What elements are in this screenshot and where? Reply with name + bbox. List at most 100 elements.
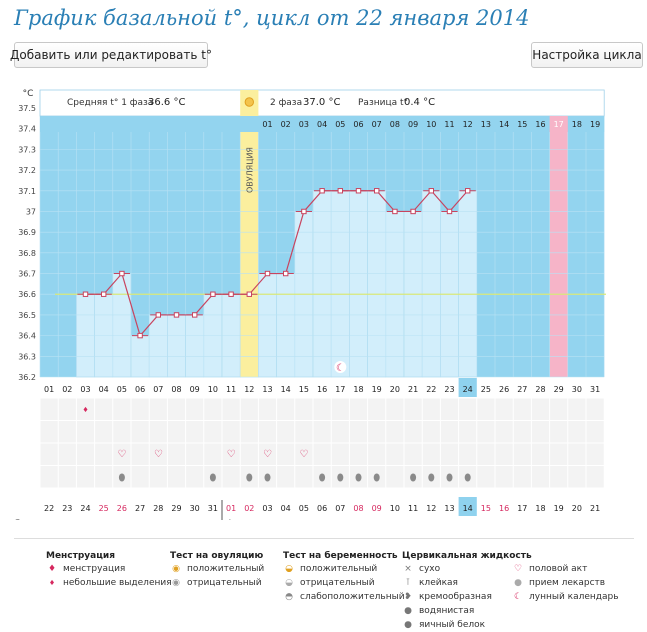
mucus-drop-icon bbox=[464, 473, 471, 482]
symptom-cell bbox=[277, 421, 295, 443]
cycle-day-label: 19 bbox=[372, 385, 382, 394]
symptom-cell bbox=[495, 466, 513, 488]
diff-label: Разница t° bbox=[358, 98, 408, 108]
temperature-point bbox=[392, 208, 398, 215]
pregnancy-positive-icon: ◒ bbox=[285, 564, 293, 574]
temperature-point bbox=[337, 188, 344, 194]
symptom-cell bbox=[440, 421, 459, 443]
temperature-column bbox=[276, 273, 296, 378]
symptom-cell bbox=[386, 443, 404, 465]
ovulation-negative-icon: ◉ bbox=[172, 578, 180, 588]
symptom-cell bbox=[149, 398, 167, 420]
cycle-day-label: 12 bbox=[244, 385, 254, 394]
legend-pregnancy-test-title: Тест на беременность bbox=[283, 551, 398, 561]
symptom-cell bbox=[113, 421, 131, 443]
symptom-cell bbox=[368, 443, 386, 465]
symptom-cell bbox=[222, 421, 240, 443]
pregnancy-negative-icon: ◒ bbox=[285, 578, 293, 588]
symptom-cell bbox=[204, 398, 222, 420]
y-tick-label: 37.1 bbox=[18, 187, 36, 196]
symptom-cell bbox=[40, 466, 58, 488]
top-day-label: 15 bbox=[517, 120, 527, 129]
symptom-cell bbox=[95, 398, 113, 420]
cycle-day-label: 16 bbox=[317, 385, 327, 394]
creamy-icon: ❥ bbox=[404, 592, 412, 602]
symptom-cell bbox=[186, 466, 204, 488]
symptom-cell bbox=[240, 443, 258, 465]
symptom-cell bbox=[349, 421, 368, 443]
temperature-point bbox=[192, 312, 198, 318]
date-label: 16 bbox=[499, 504, 509, 513]
symptom-cell bbox=[76, 443, 95, 465]
date-label: 24 bbox=[80, 504, 90, 513]
symptom-cell bbox=[76, 466, 95, 488]
cycle-day-label: 27 bbox=[517, 385, 527, 394]
symptom-cell bbox=[477, 466, 495, 488]
cycle-day-label: 13 bbox=[262, 385, 272, 394]
y-axis-unit: °C bbox=[23, 89, 34, 99]
mucus-drop-icon bbox=[246, 473, 253, 482]
temperature-point bbox=[228, 291, 234, 297]
heart-icon: ♡ bbox=[154, 449, 163, 460]
cycle-day-label: 18 bbox=[353, 385, 363, 394]
symptom-cell bbox=[331, 443, 349, 465]
symptom-cell bbox=[459, 398, 477, 420]
next-period-top-cell bbox=[549, 116, 568, 132]
symptom-cell bbox=[349, 443, 368, 465]
heart-icon: ♡ bbox=[513, 564, 523, 574]
legend-mucus-eggwhite: ● яичный белок bbox=[402, 620, 485, 630]
date-label: 19 bbox=[554, 504, 564, 513]
mucus-drop-icon bbox=[355, 473, 362, 482]
symptom-cell bbox=[295, 398, 313, 420]
symptom-cell bbox=[404, 398, 422, 420]
cycle-day-label: 15 bbox=[299, 385, 309, 394]
symptom-cell bbox=[550, 466, 568, 488]
top-day-label: 17 bbox=[554, 120, 564, 129]
symptom-cell bbox=[258, 421, 277, 443]
date-label: 09 bbox=[372, 504, 382, 513]
top-day-label: 05 bbox=[335, 120, 345, 129]
temperature-point bbox=[137, 332, 143, 339]
symptom-cell bbox=[131, 443, 149, 465]
top-day-label: 06 bbox=[353, 120, 363, 129]
legend-pregnancy-weak: ◓ слабоположительный bbox=[283, 592, 405, 602]
date-label: 21 bbox=[590, 504, 600, 513]
lunar-icon-bg bbox=[334, 361, 347, 373]
symptom-cell bbox=[204, 443, 222, 465]
symptom-cell bbox=[586, 421, 604, 443]
phase2-label: 2 фаза bbox=[270, 98, 302, 108]
date-label: 25 bbox=[99, 504, 109, 513]
symptom-cell bbox=[40, 421, 58, 443]
cycle-day-label: 28 bbox=[535, 385, 545, 394]
symptom-cell bbox=[167, 466, 186, 488]
dry-icon: × bbox=[404, 564, 412, 574]
current-date-highlight bbox=[458, 497, 477, 516]
date-label: 26 bbox=[117, 504, 127, 513]
y-tick-label: 36.8 bbox=[18, 249, 36, 258]
symptom-cell bbox=[477, 443, 495, 465]
top-day-label: 03 bbox=[299, 120, 309, 129]
y-tick-label: 36.7 bbox=[18, 270, 36, 279]
symptom-cell bbox=[331, 421, 349, 443]
mucus-drop-icon bbox=[319, 473, 326, 482]
date-label: 27 bbox=[135, 504, 145, 513]
cycle-settings-button[interactable]: Настройка цикла bbox=[531, 42, 643, 68]
cycle-day-label: 03 bbox=[80, 385, 90, 394]
symptom-cell bbox=[240, 421, 258, 443]
ovulation-sun-icon bbox=[244, 97, 255, 107]
mucus-drop-icon bbox=[410, 473, 417, 482]
add-edit-temperature-button[interactable]: Добавить или редактировать t° bbox=[10, 42, 212, 68]
date-label: 28 bbox=[153, 504, 163, 513]
symptom-cell bbox=[459, 443, 477, 465]
symptom-cell bbox=[295, 443, 313, 465]
diff-value: 0.4 °C bbox=[404, 97, 435, 108]
eggwhite-icon: ● bbox=[404, 620, 412, 630]
symptom-cell bbox=[95, 466, 113, 488]
symptom-cell bbox=[258, 398, 277, 420]
cycle-day-label: 25 bbox=[481, 385, 491, 394]
legend-ovulation-negative: ◉ отрицательный bbox=[170, 578, 262, 588]
temperature-point bbox=[101, 291, 107, 297]
legend-spotting: ♦ небольшие выделения bbox=[46, 578, 172, 588]
y-tick-label: 36.2 bbox=[18, 373, 36, 382]
